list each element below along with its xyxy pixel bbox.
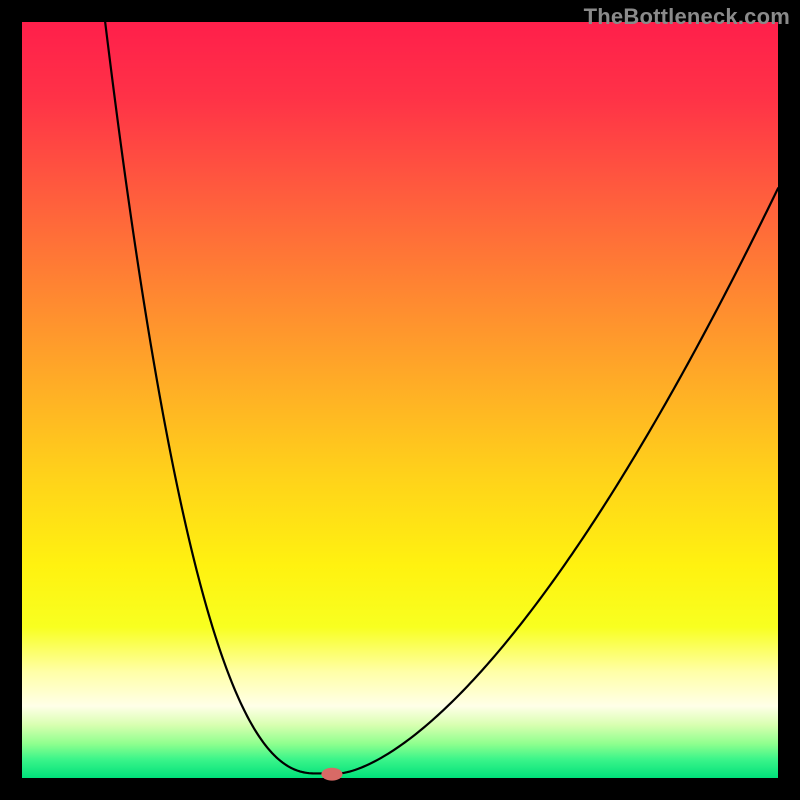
bottleneck-chart <box>0 0 800 800</box>
chart-container: { "watermark": { "text": "TheBottleneck.… <box>0 0 800 800</box>
plot-background <box>22 22 778 778</box>
optimum-marker <box>321 768 342 781</box>
